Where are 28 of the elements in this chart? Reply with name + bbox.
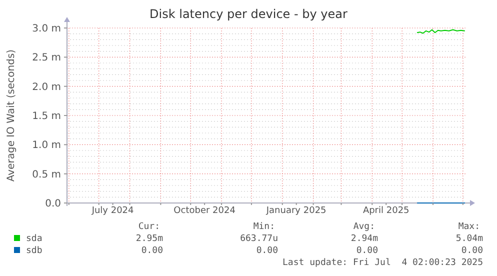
x-tick-label: April 2025 — [362, 206, 410, 216]
y-tick-label: 2.0 m — [32, 82, 61, 93]
text: Last update: Fri Jul 4 02:00:23 2025 — [282, 258, 483, 268]
y-tick-label: 0.5 m — [32, 169, 61, 180]
x-tick-label: October 2024 — [174, 206, 236, 216]
y-tick-label: 1.5 m — [32, 111, 61, 122]
text: Min: — [253, 222, 275, 232]
legend-label: sdb — [26, 246, 42, 256]
y-axis-title: Average IO Wait (seconds) — [6, 49, 17, 182]
text: 0.00 — [256, 246, 278, 256]
y-tick-label: 3.0 m — [32, 24, 61, 34]
text: 2.95m — [136, 234, 163, 244]
x-tick-label: January 2025 — [265, 206, 326, 216]
x-tick-label: July 2024 — [90, 206, 134, 216]
y-tick-label: 0.0 — [45, 198, 61, 210]
text: 663.77u — [240, 234, 278, 244]
text: 0.00 — [356, 246, 378, 256]
text: 2.94m — [350, 234, 378, 244]
text: Avg: — [353, 222, 375, 232]
text: 0.00 — [461, 246, 483, 256]
text: 0.00 — [141, 246, 163, 256]
text: Max: — [458, 222, 480, 232]
text: 5.04m — [456, 234, 483, 244]
y-tick-label: 2.5 m — [32, 52, 61, 64]
text: Cur: — [138, 222, 160, 232]
legend-label: sda — [26, 234, 42, 244]
chart-title: Disk latency per device - by year — [150, 7, 348, 21]
y-tick-label: 1.0 m — [32, 140, 61, 152]
